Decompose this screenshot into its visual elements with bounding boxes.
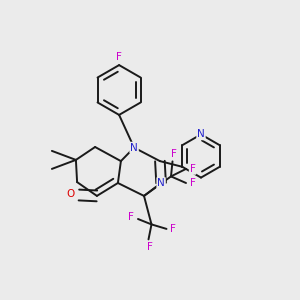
Text: F: F <box>128 212 134 223</box>
Text: F: F <box>147 242 153 252</box>
Text: F: F <box>190 164 196 174</box>
Text: N: N <box>197 129 205 140</box>
Text: F: F <box>116 52 122 62</box>
Text: N: N <box>130 142 138 153</box>
Text: O: O <box>66 189 75 199</box>
Text: F: F <box>170 224 176 234</box>
Text: N: N <box>157 178 165 188</box>
Text: F: F <box>190 178 196 188</box>
Text: F: F <box>171 149 177 159</box>
